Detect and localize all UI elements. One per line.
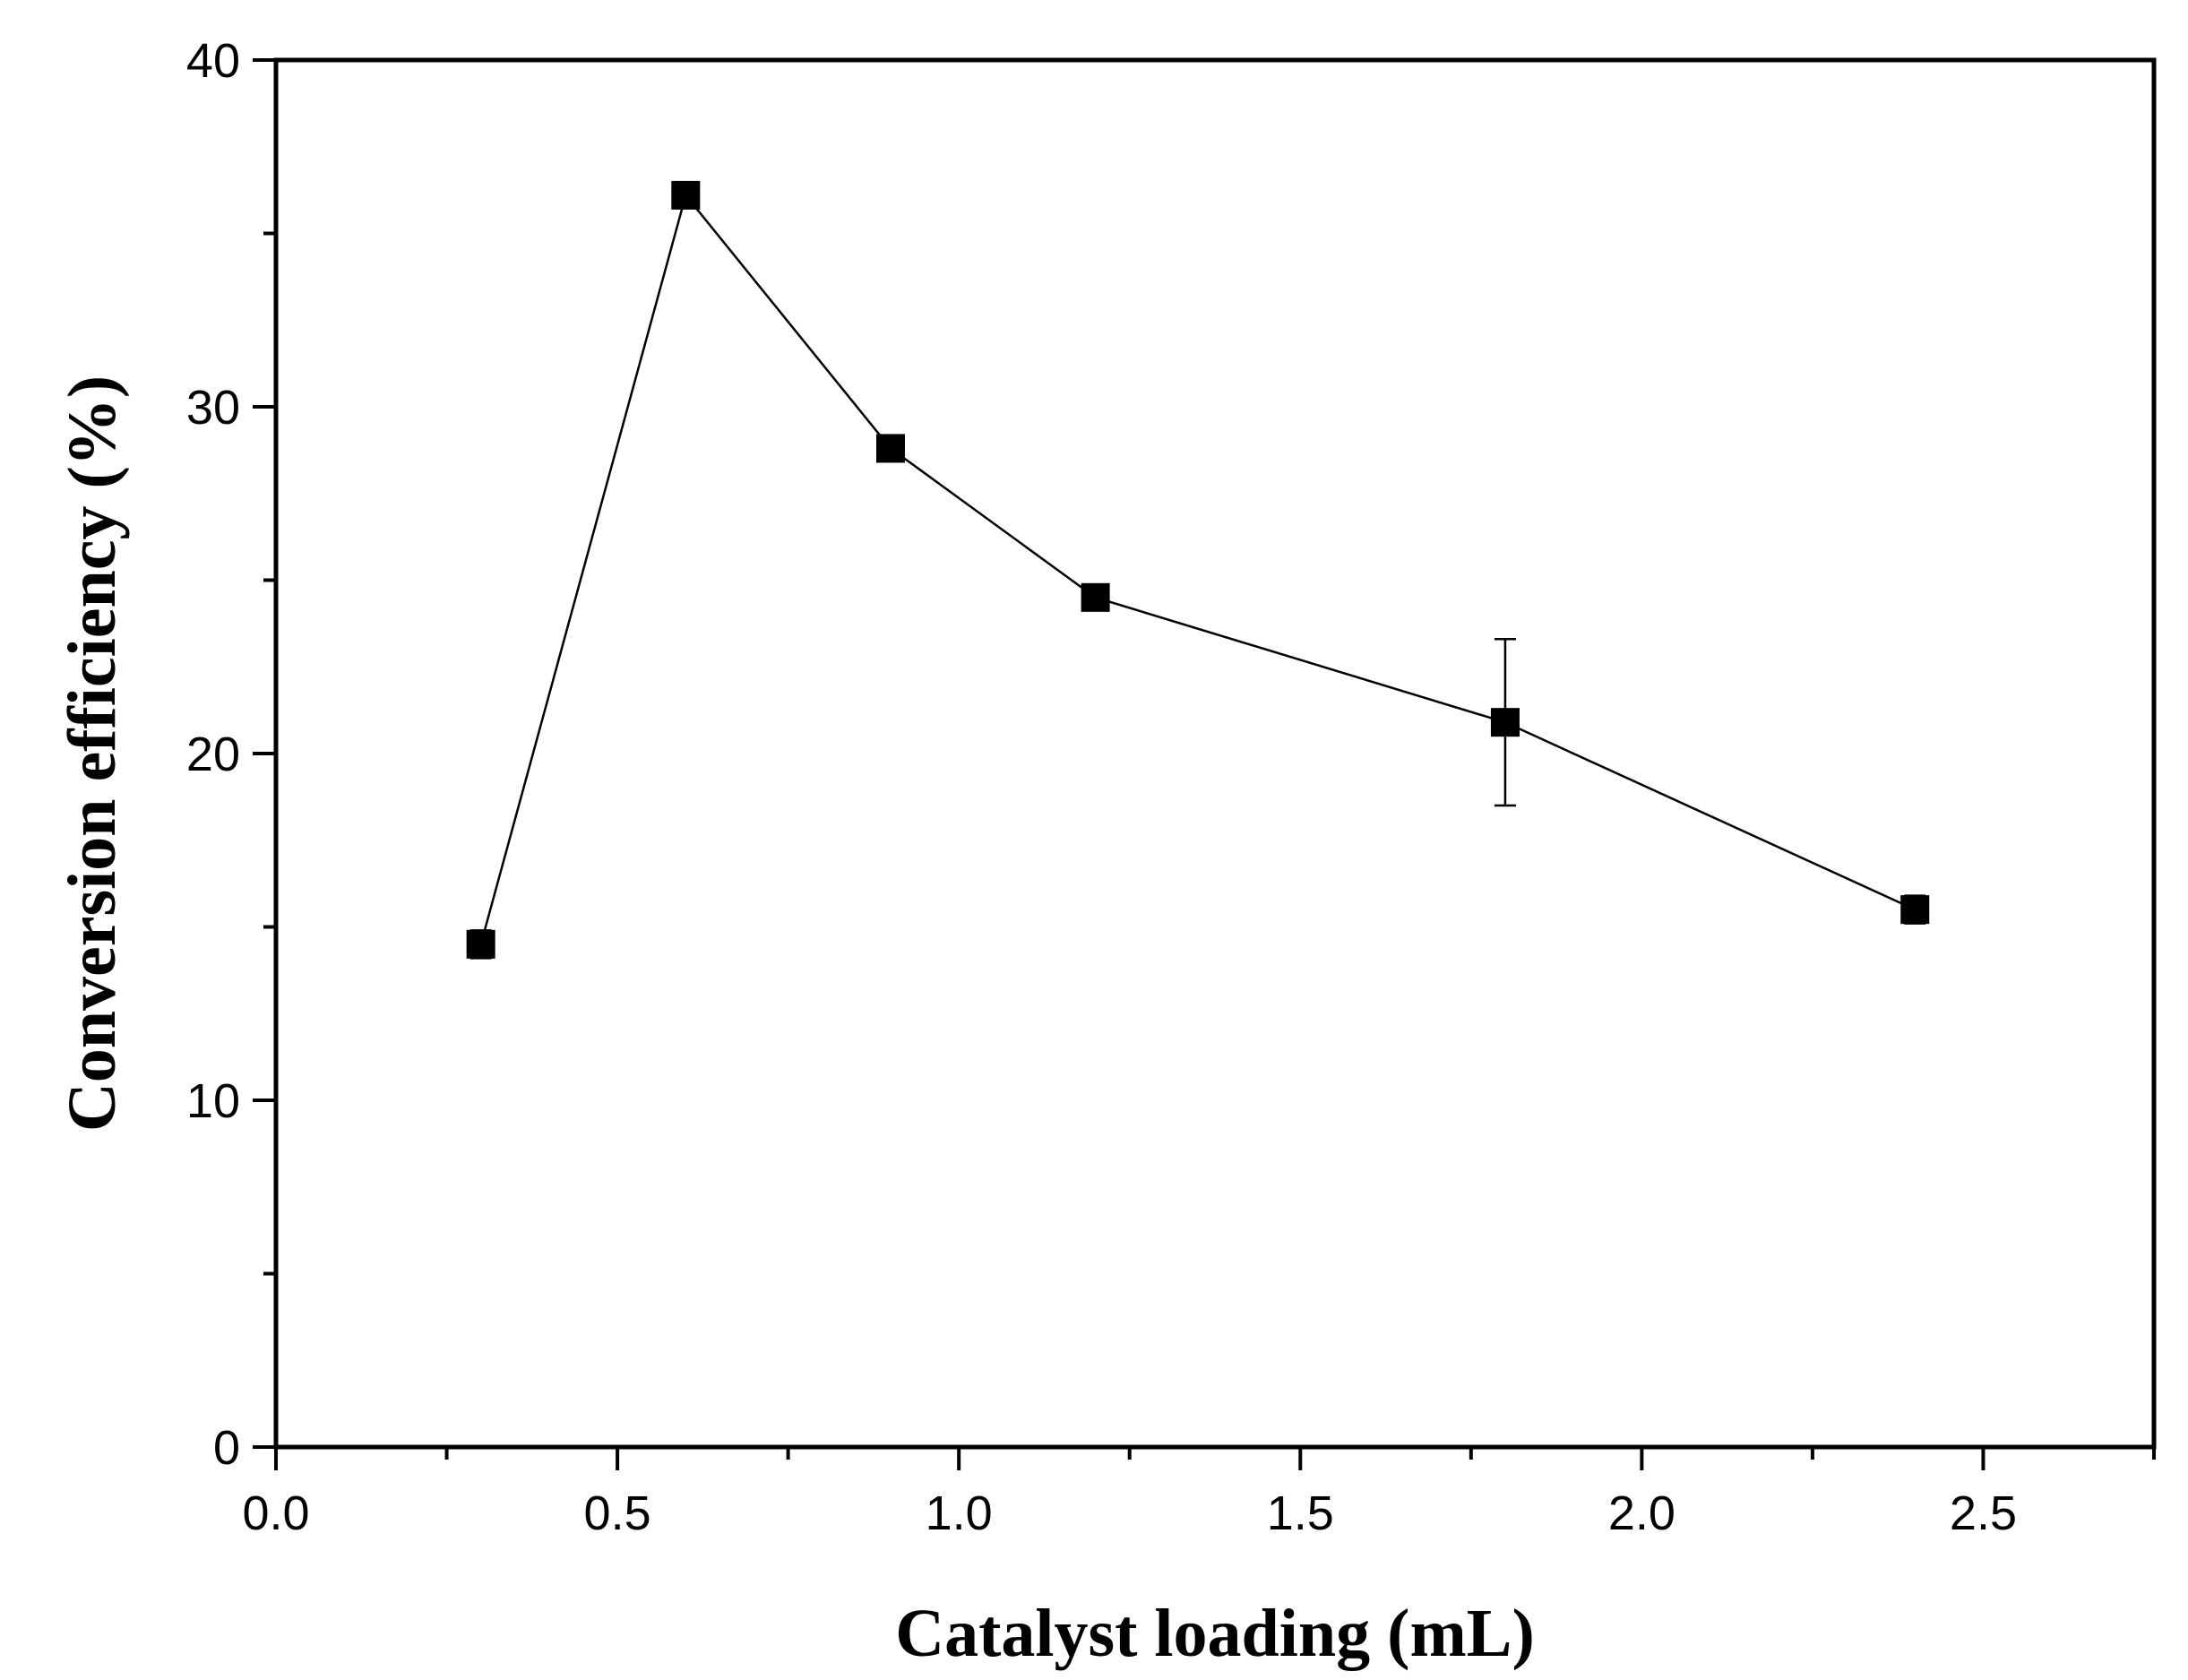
data-point — [1081, 582, 1110, 612]
y-tick-label: 10 — [186, 1074, 240, 1128]
y-tick-label: 30 — [186, 381, 240, 435]
y-axis-ticks — [253, 58, 276, 1449]
y-axis-title: Conversion efficiency (%) — [55, 375, 130, 1132]
x-tick-label: 2.0 — [1608, 1486, 1675, 1540]
y-tick-label: 40 — [186, 34, 240, 88]
x-tick-label: 0.0 — [242, 1486, 309, 1540]
x-axis-ticks — [274, 1447, 2156, 1470]
x-axis-tick-labels: 0.0 0.5 1.0 1.5 2.0 2.5 — [242, 1486, 2017, 1540]
x-axis-title: Catalyst loading (mL) — [895, 1596, 1535, 1671]
y-tick-label: 20 — [186, 728, 240, 781]
series-line — [479, 193, 1916, 945]
series-layer — [466, 180, 1930, 960]
x-tick-label: 1.5 — [1267, 1486, 1334, 1540]
data-point — [1900, 895, 1930, 925]
data-point — [875, 434, 905, 463]
x-tick-label: 2.5 — [1950, 1486, 2017, 1540]
y-axis-tick-labels: 0 10 20 30 40 — [186, 34, 240, 1475]
data-point — [466, 929, 495, 959]
y-tick-label: 0 — [213, 1421, 240, 1475]
data-point — [1490, 708, 1520, 737]
data-point — [671, 180, 701, 210]
x-tick-label: 1.0 — [926, 1486, 993, 1540]
plot-frame — [273, 57, 2157, 1450]
x-tick-label: 0.5 — [584, 1486, 651, 1540]
